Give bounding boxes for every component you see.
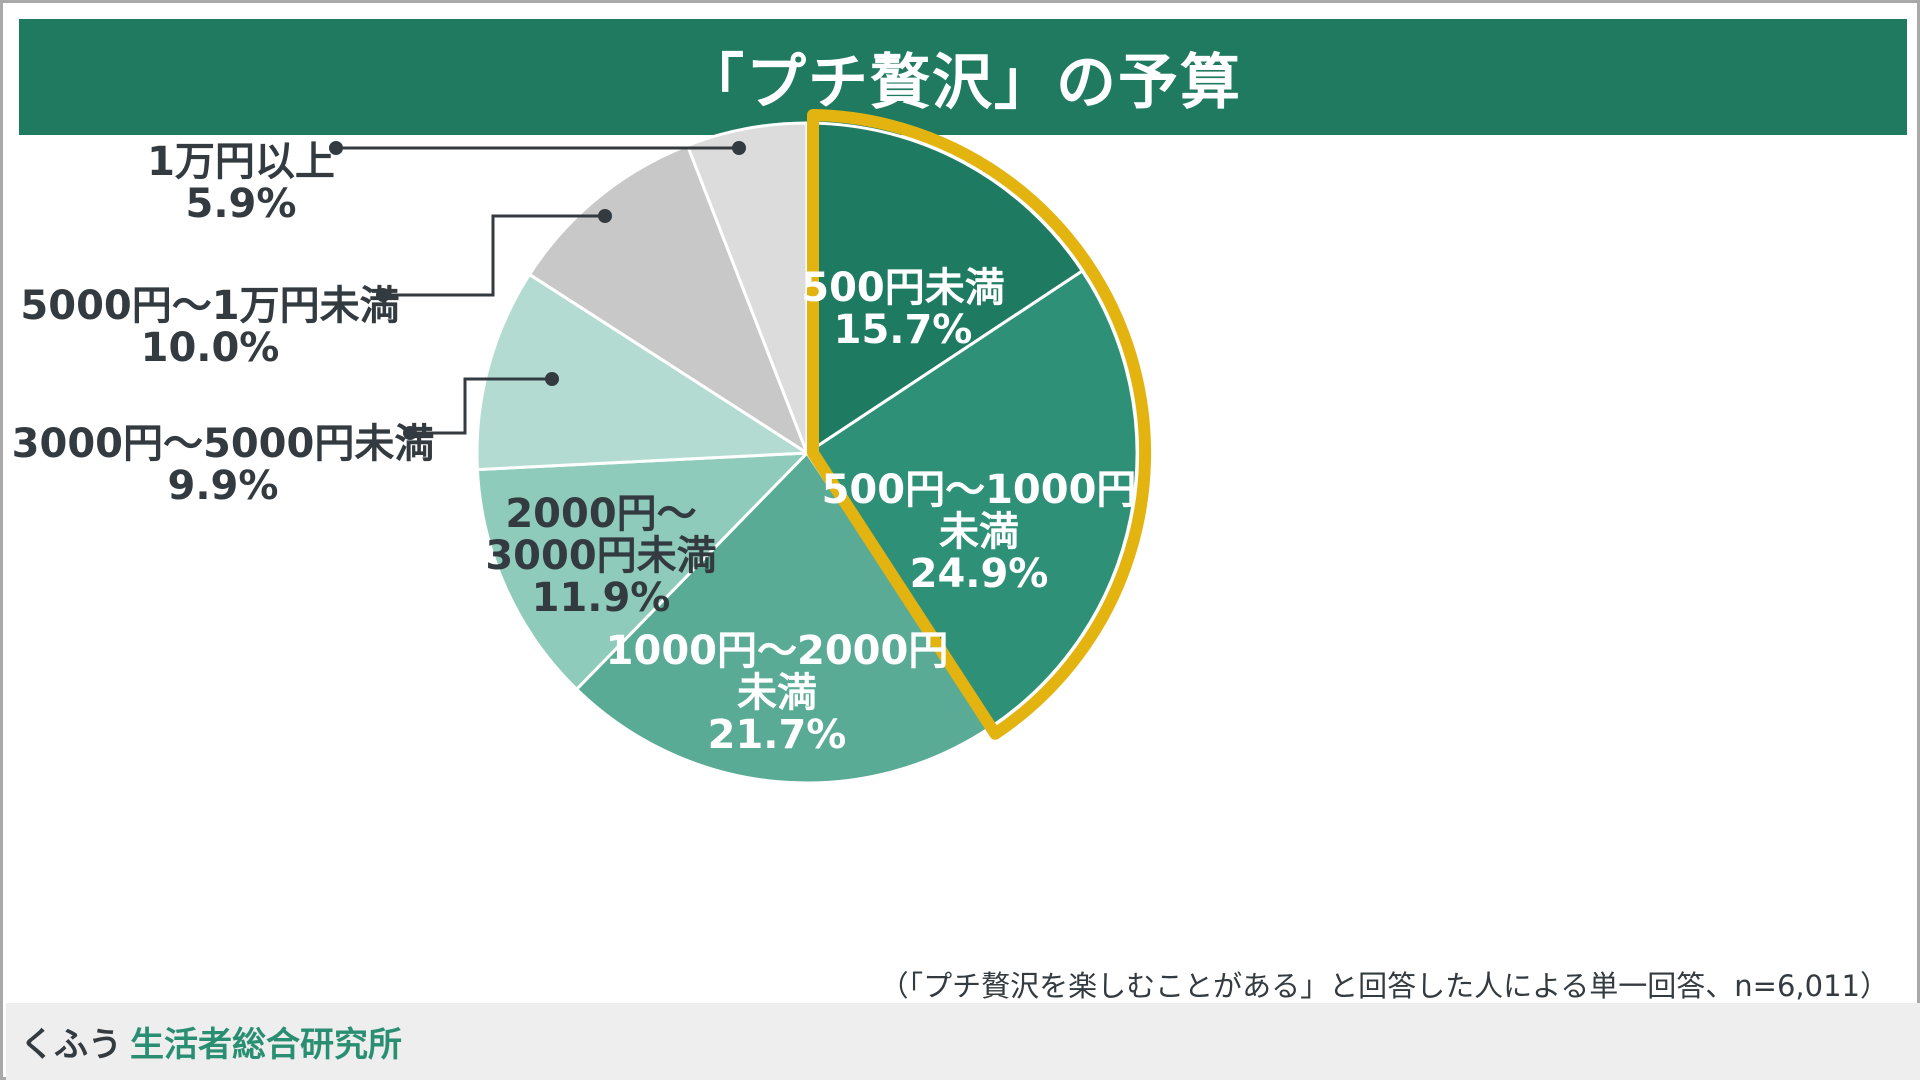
slice-label: 1万円以上 5.9% [147,139,335,227]
pie-slice [804,268,1139,730]
leader-line [410,377,552,435]
leader-dot [732,141,746,155]
leader-dot [329,141,343,155]
pie-slice [475,451,811,692]
footer-org-name: 生活者総合研究所 [130,1025,402,1065]
leader-lines [329,141,746,440]
pie-slice [805,121,1085,456]
slice-label: 1000円〜2000円未満 21.7% [606,628,949,758]
leader-dot [403,426,417,440]
highlight-outline [807,109,1152,740]
slice-label: 500円未満 15.7% [801,265,1005,353]
pie-slice [475,272,812,472]
pie-chart: 500円未満 15.7% 500円〜1000円未満 24.9% 1000円〜2000円未… [12,109,1152,785]
slice-label: 5000円〜1万円未満 10.0% [20,283,399,371]
footer-brand: くふう [20,1025,122,1065]
chart-title: 「プチ贅沢」の予算 [19,19,1907,135]
leader-dot [545,372,559,386]
leader-line [383,214,605,297]
slice-labels: 500円未満 15.7% 500円〜1000円未満 24.9% 1000円〜2000円未… [12,139,1137,758]
pie-slices [475,121,1139,785]
slice-label: 2000円〜 3000円未満 11.9% [485,491,716,621]
pie-slice [527,143,811,457]
footer-bar: くふう 生活者総合研究所 [6,1003,1920,1080]
leader-dot [598,209,612,223]
slice-label: 500円〜1000円未満 24.9% [822,467,1137,597]
footnote: （「プチ贅沢を楽しむことがある」と回答した人による単一回答、n=6,011） [879,969,1889,1003]
pie-slice [574,450,993,785]
leader-dot [376,288,390,302]
slice-label: 3000円〜5000円未満 9.9% [12,421,435,509]
pie-slice [685,121,809,454]
